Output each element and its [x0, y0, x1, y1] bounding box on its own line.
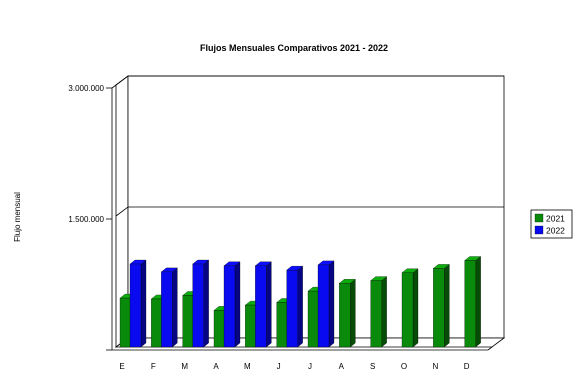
bar-side: [381, 276, 387, 348]
bar-2021-A: [338, 278, 356, 348]
bar-side: [203, 259, 209, 348]
bar-front: [119, 297, 132, 348]
bar-2022-M: [254, 261, 272, 348]
bar-2022-A: [223, 261, 241, 348]
bar-2022-J: [286, 265, 304, 348]
bar-side: [412, 268, 419, 348]
bar-side: [140, 259, 147, 348]
chart-title: Flujos Mensuales Comparativos 2021 - 202…: [200, 43, 388, 53]
bar-front: [161, 271, 173, 348]
x-tick-label: F: [151, 362, 156, 371]
bar-2021-D: [464, 256, 482, 348]
bar-front: [307, 290, 320, 348]
bar-front: [433, 268, 445, 348]
top-edge: [111, 84, 117, 89]
bar-side: [328, 260, 335, 348]
bar-2022-J: [317, 260, 335, 348]
x-tick-label: M: [181, 362, 188, 371]
bar-side: [350, 278, 356, 348]
bar-front: [182, 295, 194, 348]
bar-front: [129, 263, 142, 348]
x-tick-label: O: [401, 362, 407, 371]
bar-front: [370, 280, 382, 348]
bar-front: [286, 269, 298, 348]
bar-front: [213, 310, 226, 348]
bar-side: [444, 264, 450, 348]
legend-label: 2021: [546, 214, 565, 224]
gridlines: [115, 75, 504, 217]
x-tick-label: S: [370, 362, 375, 371]
bar-side: [172, 267, 178, 348]
bar-side: [297, 265, 303, 348]
legend: 2021 2022: [530, 209, 573, 239]
legend-swatch: [534, 225, 544, 235]
gridline: [115, 206, 504, 217]
x-tick-label: A: [339, 362, 345, 371]
bar-2021-N: [432, 264, 450, 348]
x-tick-label: A: [213, 362, 219, 371]
bar-front: [245, 304, 257, 348]
bar-2021-S: [370, 276, 388, 348]
x-tick-label: J: [277, 362, 281, 371]
bar-side: [266, 261, 272, 348]
x-tick-label: M: [244, 362, 251, 371]
x-tick-label: N: [432, 362, 438, 371]
bar-front: [401, 272, 414, 348]
bar-front: [317, 264, 330, 348]
bar-front: [223, 265, 236, 348]
bar-front: [151, 298, 163, 348]
bar-front: [192, 263, 204, 348]
bar-front: [339, 283, 351, 348]
bars: [119, 256, 482, 348]
y-tick-label: 3.000.000: [68, 84, 104, 93]
floor-edge: [487, 346, 493, 351]
y-axis-label: Flujo mensual: [13, 192, 22, 242]
x-tick-label: J: [308, 362, 312, 371]
bar-2022-M: [192, 259, 210, 348]
gridline: [115, 75, 504, 86]
bar-front: [276, 302, 288, 348]
bar-side: [234, 261, 241, 348]
bar-2021-O: [401, 268, 419, 348]
bar-front: [464, 260, 476, 348]
legend-swatch: [534, 213, 544, 223]
x-tick-label: D: [464, 362, 470, 371]
bar-2022-E: [129, 259, 147, 348]
bar-side: [475, 256, 481, 348]
y-tick-label: 1.500.000: [68, 215, 104, 224]
y-axis-ticks: 1.500.000 3.000.000: [68, 84, 112, 351]
bar-2022-F: [160, 267, 178, 348]
bar-front: [255, 265, 267, 348]
x-tick-label: E: [119, 362, 124, 371]
legend-label: 2022: [546, 226, 565, 236]
